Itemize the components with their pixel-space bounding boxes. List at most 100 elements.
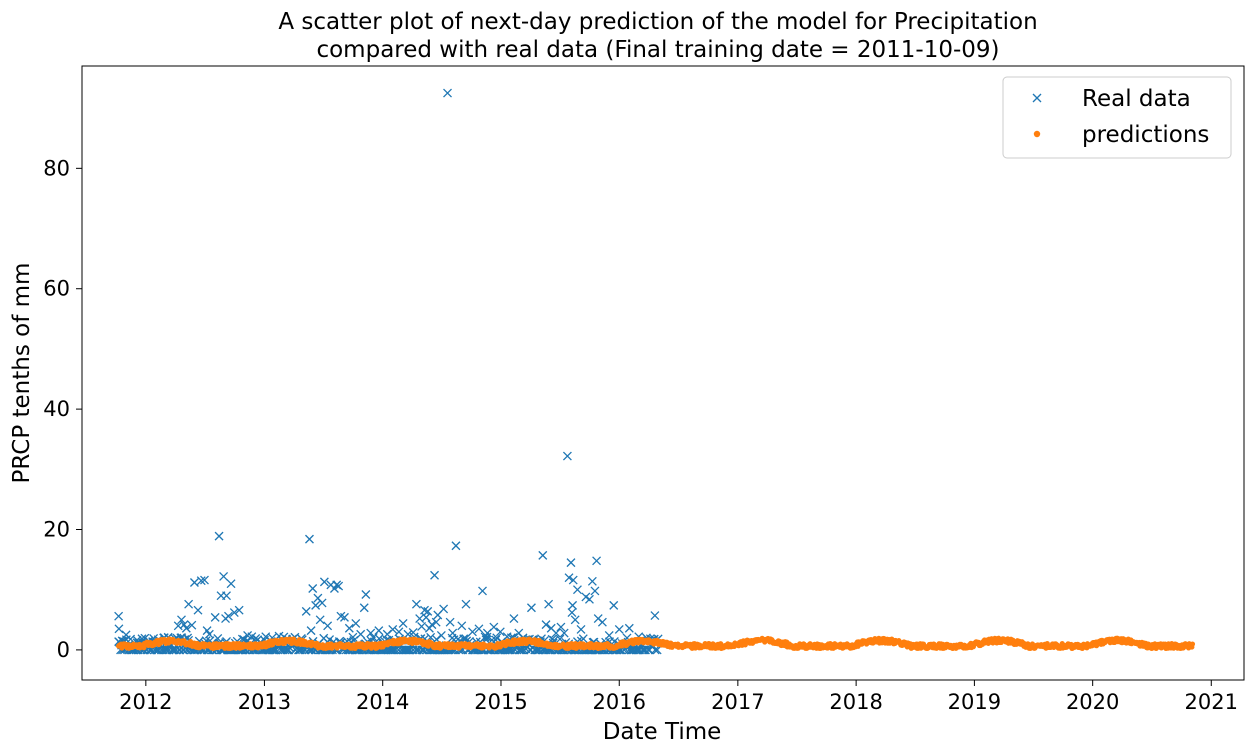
real-data-point-stroke [336, 611, 346, 621]
y-tick-label: 60 [43, 277, 70, 301]
real-data-point-stroke [581, 592, 591, 602]
x-tick-label: 2020 [1066, 690, 1119, 714]
real-data-point-stroke [420, 605, 429, 615]
real-data-point-stroke [445, 617, 455, 627]
y-tick-label: 80 [43, 156, 70, 180]
real-data-point [408, 627, 418, 637]
real-data-point [445, 617, 455, 627]
real-data-point-stroke [374, 634, 384, 644]
real-data-point-stroke [404, 645, 414, 655]
real-data-point [584, 594, 594, 604]
real-data-point-stroke [388, 624, 398, 634]
real-data-point-stroke [559, 628, 569, 638]
real-data-point [317, 598, 327, 608]
real-data-point-stroke [181, 623, 191, 633]
real-data-point [544, 599, 554, 609]
real-data-point [576, 624, 586, 634]
real-data-point-stroke [570, 615, 580, 625]
real-data-point-stroke [568, 600, 578, 610]
real-data-point-stroke [137, 634, 147, 644]
real-data-point-stroke [604, 630, 614, 640]
real-data-point-stroke [313, 593, 323, 603]
real-data-point-stroke [114, 611, 124, 621]
real-data-point-stroke [361, 590, 371, 599]
y-tick-label: 0 [57, 638, 70, 662]
x-tick-label: 2013 [238, 690, 291, 714]
real-data-point [394, 627, 404, 637]
real-data-point [559, 628, 569, 638]
real-data-point-stroke [204, 629, 214, 639]
real-data-point-stroke [478, 586, 487, 596]
real-data-point [204, 629, 214, 639]
real-data-point-stroke [229, 608, 239, 618]
real-data-point [431, 617, 441, 627]
real-data-point-stroke [584, 594, 594, 604]
real-data-point [306, 626, 316, 636]
real-data-point-stroke [179, 620, 189, 630]
real-data-point [572, 585, 582, 595]
real-data-point [251, 634, 261, 643]
real-data-point [224, 611, 233, 621]
real-data-point-stroke [468, 627, 477, 637]
real-data-point-stroke [171, 645, 181, 655]
real-data-point-stroke [431, 617, 441, 627]
real-data-point [167, 645, 177, 655]
real-data-point [348, 632, 358, 642]
real-data-point-stroke [430, 570, 440, 580]
x-tick-label: 2014 [356, 690, 409, 714]
y-tick-label: 20 [43, 518, 70, 542]
real-data-point-stroke [448, 628, 458, 638]
real-data-point-stroke [567, 608, 577, 618]
real-data-point [356, 629, 366, 639]
real-data-point [222, 591, 231, 601]
real-data-point [319, 577, 329, 587]
real-data-point [614, 624, 624, 634]
real-data-point [604, 630, 614, 640]
real-data-point-stroke [439, 604, 449, 614]
real-data-point [334, 581, 344, 591]
real-data-point [187, 620, 197, 630]
real-data-point-stroke [340, 612, 349, 622]
real-data-point-stroke [219, 572, 229, 581]
prediction-point [1189, 641, 1196, 647]
real-data-point [448, 628, 458, 638]
real-data-point [226, 579, 236, 589]
real-data-point-stroke [189, 578, 199, 587]
real-data-point [443, 88, 452, 98]
real-data-point [590, 586, 600, 596]
real-data-point-stroke [555, 634, 565, 644]
real-data-point-stroke [305, 534, 314, 544]
real-data-point [351, 618, 361, 628]
real-data-point-stroke [624, 623, 634, 633]
real-data-point-stroke [323, 621, 333, 631]
x-tick-label: 2016 [593, 690, 646, 714]
real-data-point [609, 600, 619, 610]
real-data-point-stroke [222, 591, 231, 601]
real-data-point [461, 634, 471, 644]
real-data-point [468, 627, 477, 637]
real-data-point-stroke [114, 624, 124, 634]
real-data-point-stroke [538, 550, 548, 560]
real-data-point-stroke [457, 621, 467, 631]
real-data-point [570, 615, 580, 625]
real-data-point [556, 622, 566, 632]
real-data-point [214, 531, 224, 541]
real-data-point [374, 626, 384, 636]
real-data-point-stroke [177, 615, 186, 625]
real-data-point-stroke [568, 575, 578, 585]
y-tick-label: 40 [43, 397, 70, 421]
real-data-point [526, 603, 536, 613]
real-data-point [643, 645, 653, 655]
real-data-point-stroke [492, 633, 502, 643]
real-data-point-stroke [614, 624, 624, 634]
real-data-point-stroke [576, 624, 586, 634]
real-data-point-stroke [587, 576, 597, 586]
real-data-point-stroke [394, 627, 404, 637]
real-data-point-stroke [427, 620, 437, 630]
real-data-point [417, 621, 427, 631]
real-data-point [650, 611, 660, 621]
real-data-point-stroke [451, 541, 461, 551]
real-data-point [311, 600, 321, 610]
real-data-point-stroke [461, 599, 471, 609]
real-data-point-stroke [526, 603, 536, 613]
